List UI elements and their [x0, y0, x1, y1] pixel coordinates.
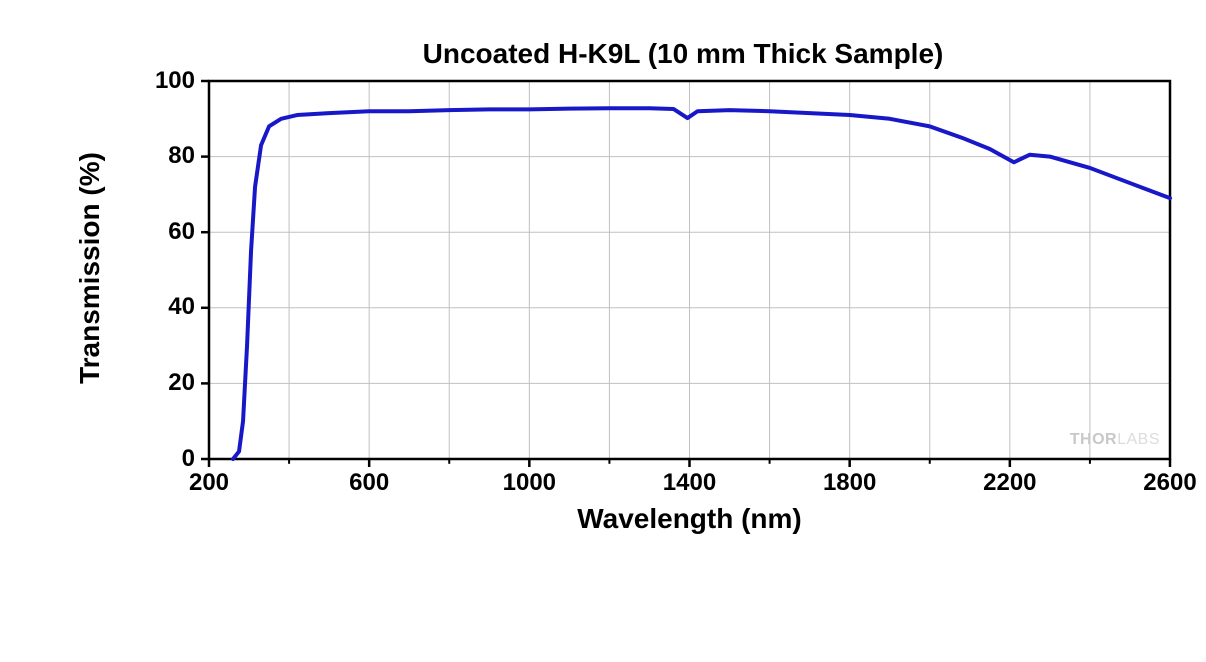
y-axis-label: Transmission (%) [74, 118, 106, 418]
chart-container: Uncoated H-K9L (10 mm Thick Sample) 0204… [0, 0, 1206, 662]
x-tick-label: 1800 [810, 469, 890, 497]
watermark: THORLABS [1070, 431, 1160, 449]
x-tick-label: 600 [329, 469, 409, 497]
watermark-light: LABS [1117, 431, 1160, 448]
y-tick-label: 20 [168, 369, 195, 397]
x-tick-label: 2600 [1130, 469, 1206, 497]
y-tick-label: 40 [168, 293, 195, 321]
y-tick-label: 60 [168, 218, 195, 246]
y-tick-label: 100 [155, 67, 195, 95]
watermark-bold: THOR [1070, 431, 1117, 448]
x-tick-label: 200 [169, 469, 249, 497]
x-axis-label: Wavelength (nm) [209, 503, 1170, 535]
x-tick-label: 1000 [489, 469, 569, 497]
x-tick-label: 2200 [970, 469, 1050, 497]
y-tick-label: 80 [168, 142, 195, 170]
chart-svg [0, 0, 1206, 662]
x-tick-label: 1400 [650, 469, 730, 497]
